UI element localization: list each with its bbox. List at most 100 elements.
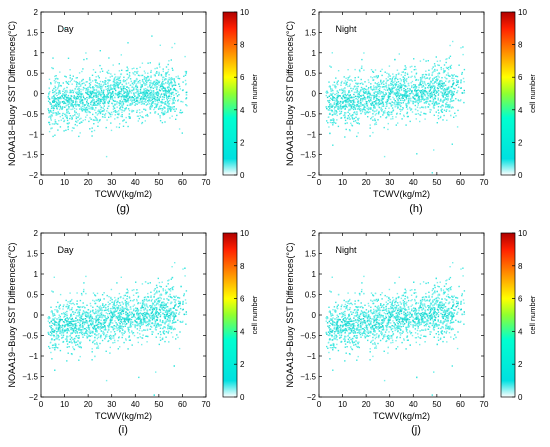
scatter-point	[425, 84, 426, 85]
scatter-point	[53, 88, 54, 89]
scatter-point	[122, 306, 123, 307]
scatter-point	[79, 96, 80, 97]
scatter-point	[97, 96, 98, 97]
scatter-point	[138, 296, 139, 297]
scatter-point	[98, 299, 99, 300]
scatter-point	[452, 144, 453, 145]
scatter-point	[53, 92, 54, 93]
scatter-point	[407, 112, 408, 113]
scatter-point	[352, 106, 353, 107]
scatter-point	[440, 100, 441, 101]
scatter-point	[150, 112, 151, 113]
scatter-point	[342, 107, 343, 108]
scatter-point	[347, 69, 348, 70]
scatter-point	[110, 116, 111, 117]
scatter-point	[387, 89, 388, 90]
scatter-point	[425, 78, 426, 79]
scatter-point	[439, 86, 440, 87]
scatter-point	[114, 310, 115, 311]
scatter-point	[163, 301, 164, 302]
scatter-point	[85, 92, 86, 93]
scatter-point	[57, 97, 58, 98]
scatter-point	[402, 72, 403, 73]
scatter-point	[119, 91, 120, 92]
scatter-point	[132, 324, 133, 325]
scatter-point	[65, 95, 66, 96]
scatter-point	[74, 104, 75, 105]
scatter-point	[378, 102, 379, 103]
scatter-point	[137, 311, 138, 312]
scatter-point	[119, 105, 120, 106]
scatter-point	[438, 99, 439, 100]
scatter-point	[106, 110, 107, 111]
scatter-point	[332, 114, 333, 115]
scatter-point	[144, 314, 145, 315]
scatter-point	[167, 306, 168, 307]
scatter-point	[163, 112, 164, 113]
scatter-point	[388, 114, 389, 115]
scatter-point	[165, 76, 166, 77]
scatter-point	[392, 104, 393, 105]
scatter-point	[397, 99, 398, 100]
scatter-point	[144, 101, 145, 102]
scatter-point	[115, 82, 116, 83]
scatter-point	[129, 312, 130, 313]
scatter-point	[76, 84, 77, 85]
scatter-point	[71, 319, 72, 320]
scatter-point	[325, 107, 326, 108]
scatter-point	[351, 106, 352, 107]
scatter-point	[152, 303, 153, 304]
scatter-point	[64, 101, 65, 102]
scatter-point	[142, 63, 143, 64]
scatter-point	[170, 290, 171, 291]
scatter-point	[128, 101, 129, 102]
scatter-point	[85, 107, 86, 108]
scatter-point	[161, 105, 162, 106]
scatter-point	[86, 58, 87, 59]
scatter-point	[76, 325, 77, 326]
scatter-point	[94, 120, 95, 121]
scatter-point	[52, 291, 53, 292]
scatter-point	[436, 70, 437, 71]
scatter-point	[79, 317, 80, 318]
scatter-point	[93, 97, 94, 98]
scatter-point	[376, 122, 377, 123]
scatter-point	[356, 136, 357, 137]
scatter-point	[446, 94, 447, 95]
scatter-point	[382, 106, 383, 107]
scatter-point	[179, 78, 180, 79]
scatter-point	[107, 82, 108, 83]
scatter-point	[106, 89, 107, 90]
scatter-point	[175, 85, 176, 86]
scatter-point	[90, 82, 91, 83]
scatter-point	[410, 109, 411, 110]
scatter-point	[358, 77, 359, 78]
scatter-point	[95, 311, 96, 312]
scatter-point	[120, 82, 121, 83]
scatter-point	[173, 95, 174, 96]
scatter-point	[352, 118, 353, 119]
y-tick-label: −1.5	[300, 151, 316, 160]
scatter-point	[69, 99, 70, 100]
scatter-point	[107, 306, 108, 307]
scatter-point	[343, 102, 344, 103]
scatter-point	[185, 299, 186, 300]
scatter-point	[80, 103, 81, 104]
scatter-point	[159, 99, 160, 100]
scatter-point	[160, 117, 161, 118]
scatter-point	[68, 126, 69, 127]
x-tick-label: 10	[338, 178, 347, 187]
scatter-point	[113, 335, 114, 336]
scatter-point	[65, 314, 66, 315]
scatter-point	[453, 93, 454, 94]
scatter-point	[356, 105, 357, 106]
scatter-point	[382, 99, 383, 100]
scatter-point	[113, 95, 114, 96]
scatter-point	[375, 100, 376, 101]
scatter-point	[329, 106, 330, 107]
scatter-point	[180, 88, 181, 89]
scatter-point	[404, 78, 405, 79]
x-tick-label: 50	[432, 178, 441, 187]
scatter-point	[128, 100, 129, 101]
